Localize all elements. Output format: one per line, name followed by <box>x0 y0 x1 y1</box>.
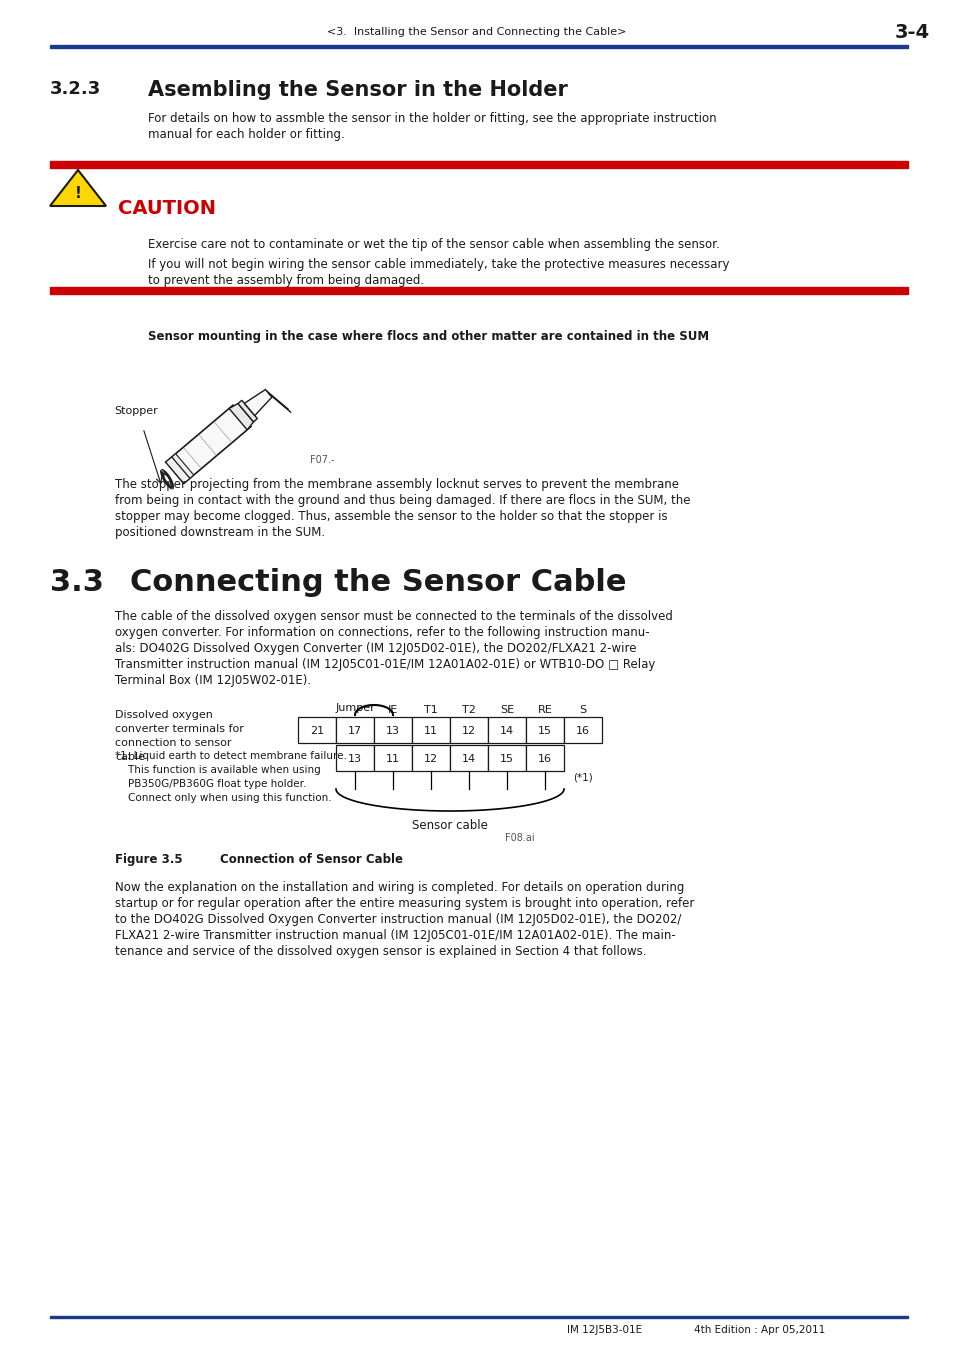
Text: The stopper projecting from the membrane assembly locknut serves to prevent the : The stopper projecting from the membrane… <box>115 478 679 491</box>
Bar <box>335 717 374 742</box>
Bar <box>525 745 563 771</box>
Text: Sensor mounting in the case where flocs and other matter are contained in the SU: Sensor mounting in the case where flocs … <box>148 329 708 343</box>
Text: F07.-: F07.- <box>310 455 335 464</box>
Bar <box>412 717 450 742</box>
Text: Jumper: Jumper <box>335 703 375 713</box>
Text: Sensor cable: Sensor cable <box>412 819 487 832</box>
Text: F08.ai: F08.ai <box>504 833 534 842</box>
Text: from being in contact with the ground and thus being damaged. If there are flocs: from being in contact with the ground an… <box>115 494 690 508</box>
Text: This function is available when using: This function is available when using <box>115 765 320 775</box>
Text: If you will not begin wiring the sensor cable immediately, take the protective m: If you will not begin wiring the sensor … <box>148 258 729 271</box>
Text: T1: T1 <box>424 705 437 716</box>
Polygon shape <box>50 170 106 207</box>
Text: to prevent the assembly from being damaged.: to prevent the assembly from being damag… <box>148 274 424 288</box>
Bar <box>374 717 412 742</box>
Text: The cable of the dissolved oxygen sensor must be connected to the terminals of t: The cable of the dissolved oxygen sensor… <box>115 610 672 622</box>
Bar <box>50 161 907 167</box>
Text: 17: 17 <box>348 726 362 736</box>
Text: 12: 12 <box>423 755 437 764</box>
Text: 16: 16 <box>537 755 552 764</box>
Text: oxygen converter. For information on connections, refer to the following instruc: oxygen converter. For information on con… <box>115 626 649 639</box>
Text: PB350G/PB360G float type holder.: PB350G/PB360G float type holder. <box>115 779 306 788</box>
Text: 15: 15 <box>499 755 514 764</box>
Text: T2: T2 <box>461 705 476 716</box>
Text: <3.  Installing the Sensor and Connecting the Cable>: <3. Installing the Sensor and Connecting… <box>327 27 626 36</box>
Text: connection to sensor: connection to sensor <box>115 738 232 748</box>
Text: to the DO402G Dissolved Oxygen Converter instruction manual (IM 12J05D02-01E), t: to the DO402G Dissolved Oxygen Converter… <box>115 913 680 926</box>
Bar <box>412 745 450 771</box>
Bar <box>488 745 525 771</box>
Bar <box>488 717 525 742</box>
Text: Connecting the Sensor Cable: Connecting the Sensor Cable <box>130 568 626 597</box>
Text: Exercise care not to contaminate or wet the tip of the sensor cable when assembl: Exercise care not to contaminate or wet … <box>148 238 719 251</box>
Polygon shape <box>166 456 190 483</box>
Bar <box>563 717 601 742</box>
Text: *1: Liquid earth to detect membrane failure.: *1: Liquid earth to detect membrane fail… <box>115 751 347 761</box>
Text: Now the explanation on the installation and wiring is completed. For details on : Now the explanation on the installation … <box>115 882 683 894</box>
Text: Connection of Sensor Cable: Connection of Sensor Cable <box>220 853 402 865</box>
Text: 15: 15 <box>537 726 552 736</box>
Text: SE: SE <box>499 705 514 716</box>
Text: S: S <box>578 705 586 716</box>
Text: als: DO402G Dissolved Oxygen Converter (IM 12J05D02-01E), the DO202/FLXA21 2-wir: als: DO402G Dissolved Oxygen Converter (… <box>115 643 636 655</box>
Bar <box>50 1316 907 1318</box>
Text: positioned downstream in the SUM.: positioned downstream in the SUM. <box>115 526 325 539</box>
Text: 21: 21 <box>310 726 324 736</box>
Text: cable: cable <box>115 752 145 761</box>
Text: 3-4: 3-4 <box>894 23 928 42</box>
Polygon shape <box>237 401 257 421</box>
Text: 11: 11 <box>423 726 437 736</box>
Text: Connect only when using this function.: Connect only when using this function. <box>115 792 332 803</box>
Text: (*1): (*1) <box>573 774 592 783</box>
Text: 12: 12 <box>461 726 476 736</box>
Text: !: ! <box>74 186 81 201</box>
Text: 14: 14 <box>461 755 476 764</box>
Text: stopper may become clogged. Thus, assemble the sensor to the holder so that the : stopper may become clogged. Thus, assemb… <box>115 510 667 522</box>
Bar <box>450 717 488 742</box>
Bar <box>374 745 412 771</box>
Text: Figure 3.5: Figure 3.5 <box>115 853 182 865</box>
Text: For details on how to assmble the sensor in the holder or fitting, see the appro: For details on how to assmble the sensor… <box>148 112 716 126</box>
Text: Transmitter instruction manual (IM 12J05C01-01E/IM 12A01A02-01E) or WTB10-DO □ R: Transmitter instruction manual (IM 12J05… <box>115 657 655 671</box>
Text: tenance and service of the dissolved oxygen sensor is explained in Section 4 tha: tenance and service of the dissolved oxy… <box>115 945 646 958</box>
Text: 16: 16 <box>576 726 589 736</box>
Text: converter terminals for: converter terminals for <box>115 724 244 734</box>
Text: Stopper: Stopper <box>113 406 157 416</box>
Text: 13: 13 <box>348 755 361 764</box>
Bar <box>50 45 907 49</box>
Bar <box>335 745 374 771</box>
Text: IE: IE <box>388 705 397 716</box>
Bar <box>525 717 563 742</box>
Text: manual for each holder or fitting.: manual for each holder or fitting. <box>148 128 344 140</box>
Text: Dissolved oxygen: Dissolved oxygen <box>115 710 213 720</box>
Text: Terminal Box (IM 12J05W02-01E).: Terminal Box (IM 12J05W02-01E). <box>115 674 311 687</box>
Bar <box>297 717 335 742</box>
Text: 3.3: 3.3 <box>50 568 104 597</box>
Text: 14: 14 <box>499 726 514 736</box>
Polygon shape <box>166 405 251 483</box>
Text: FLXA21 2-wire Transmitter instruction manual (IM 12J05C01-01E/IM 12A01A02-01E). : FLXA21 2-wire Transmitter instruction ma… <box>115 929 675 942</box>
Text: 3.2.3: 3.2.3 <box>50 80 101 99</box>
Polygon shape <box>229 404 253 429</box>
Bar <box>450 745 488 771</box>
Text: startup or for regular operation after the entire measuring system is brought in: startup or for regular operation after t… <box>115 896 694 910</box>
Polygon shape <box>172 454 193 478</box>
Text: 4th Edition : Apr 05,2011: 4th Edition : Apr 05,2011 <box>694 1324 824 1335</box>
Text: CAUTION: CAUTION <box>118 198 215 217</box>
Text: 13: 13 <box>386 726 399 736</box>
Text: IM 12J5B3-01E: IM 12J5B3-01E <box>567 1324 642 1335</box>
Text: 11: 11 <box>386 755 399 764</box>
Bar <box>50 288 907 294</box>
Polygon shape <box>244 390 272 416</box>
Text: Asembling the Sensor in the Holder: Asembling the Sensor in the Holder <box>148 80 567 100</box>
Text: RE: RE <box>537 705 552 716</box>
